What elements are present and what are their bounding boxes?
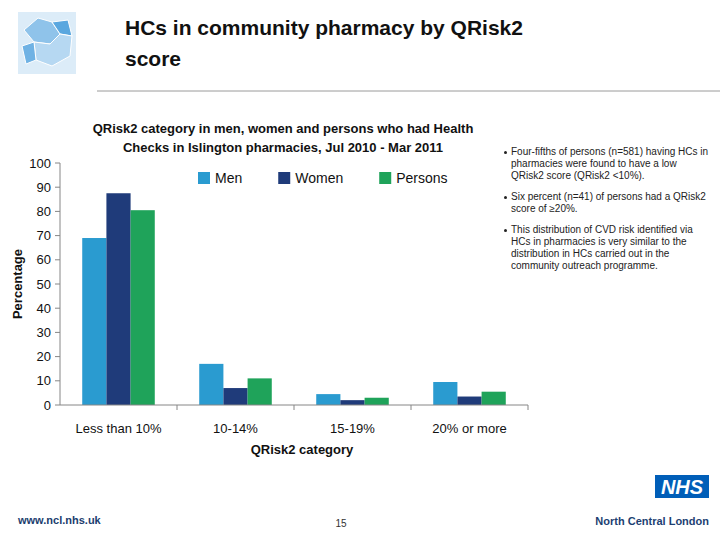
map-region <box>22 42 36 64</box>
x-tick <box>411 405 412 410</box>
y-tick-label: 50 <box>37 277 51 292</box>
y-tick <box>55 187 60 188</box>
x-tick-label: Less than 10% <box>75 421 161 436</box>
y-tick <box>55 332 60 333</box>
y-tick-label: 70 <box>37 228 51 243</box>
legend-swatch <box>379 172 391 184</box>
x-axis-label: QRisk2 category <box>251 442 354 457</box>
map-region <box>52 20 72 36</box>
bullet <box>504 229 507 232</box>
y-tick <box>55 380 60 381</box>
y-tick-label: 90 <box>37 180 51 195</box>
y-tick <box>55 259 60 260</box>
y-axis-label: Percentage <box>10 249 25 319</box>
map-icon <box>18 12 76 74</box>
bar <box>340 400 364 405</box>
notes: Four-fifths of persons (n=581) having HC… <box>504 146 710 281</box>
y-tick <box>55 308 60 309</box>
bar <box>248 378 272 405</box>
bars <box>82 193 506 405</box>
legend: Men Women Persons <box>198 170 448 186</box>
y-tick <box>55 235 60 236</box>
bar <box>316 394 340 405</box>
legend-swatch <box>198 172 210 184</box>
page-number: 15 <box>335 518 347 529</box>
x-tick-label: 10-14% <box>213 421 258 436</box>
slide-title: HCs in community pharmacy by QRisk2 scor… <box>125 12 545 74</box>
x-tick-label: 20% or more <box>432 421 506 436</box>
chart-title: QRisk2 category in men, women and person… <box>73 119 493 157</box>
bullet <box>504 196 507 199</box>
y-tick-label: 40 <box>37 301 51 316</box>
bar <box>365 398 389 405</box>
note-text: Six percent (n=41) of persons had a QRis… <box>511 191 710 215</box>
x-tick-label: 15-19% <box>330 421 375 436</box>
note-text: Four-fifths of persons (n=581) having HC… <box>511 146 710 182</box>
footer-url: www.ncl.nhs.uk <box>17 514 102 526</box>
bar <box>131 210 155 405</box>
legend-label: Men <box>215 170 242 186</box>
y-tick <box>55 405 60 406</box>
nhs-logo-text: NHS <box>661 476 704 498</box>
y-tick <box>55 356 60 357</box>
legend-label: Persons <box>396 170 447 186</box>
note-item: Six percent (n=41) of persons had a QRis… <box>504 191 710 215</box>
map-icon-bg <box>18 12 76 74</box>
bar <box>199 364 223 405</box>
map-region <box>34 34 72 66</box>
legend-label: Women <box>295 170 343 186</box>
bar <box>82 238 106 405</box>
note-item: Four-fifths of persons (n=581) having HC… <box>504 146 710 182</box>
y-tick-label: 60 <box>37 252 51 267</box>
x-tick <box>177 405 178 410</box>
note-item: This distribution of CVD risk identified… <box>504 224 710 272</box>
bar <box>482 392 506 405</box>
footer-organisation: North Central London <box>595 515 709 527</box>
y-tick-label: 10 <box>37 373 51 388</box>
bar <box>223 388 247 405</box>
bar <box>433 382 457 405</box>
y-tick-label: 20 <box>37 349 51 364</box>
x-tick <box>528 405 529 410</box>
y-tick-label: 100 <box>29 156 51 171</box>
y-tick-label: 30 <box>37 325 51 340</box>
header-rule <box>97 91 720 92</box>
y-tick-label: 80 <box>37 204 51 219</box>
bar <box>457 397 481 405</box>
y-tick-label: 0 <box>44 398 51 413</box>
bar <box>106 193 130 405</box>
nhs-logo-box <box>655 475 709 498</box>
bullet <box>504 151 507 154</box>
y-tick <box>55 211 60 212</box>
note-text: This distribution of CVD risk identified… <box>511 224 710 272</box>
y-tick <box>55 163 60 164</box>
x-tick <box>294 405 295 410</box>
legend-swatch <box>278 172 290 184</box>
y-tick <box>55 284 60 285</box>
